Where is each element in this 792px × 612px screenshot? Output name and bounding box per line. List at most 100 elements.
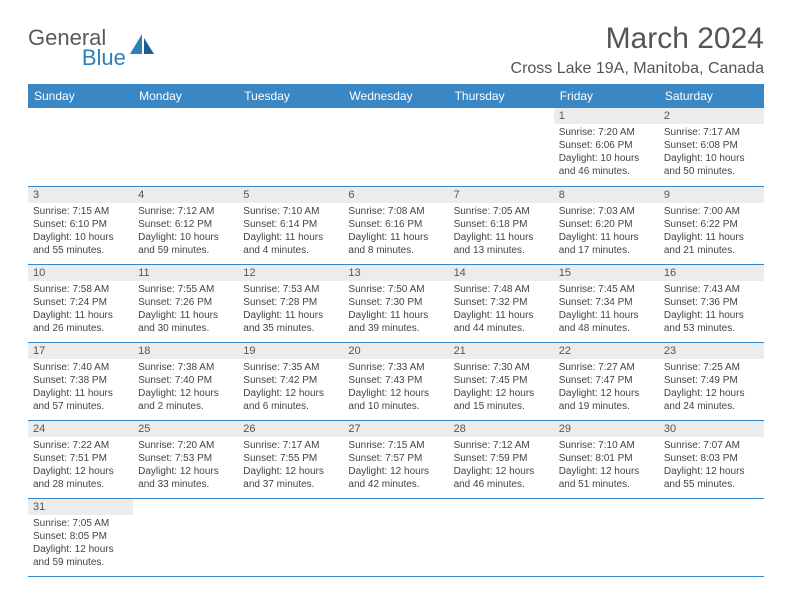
- calendar-day-cell: 14 Sunrise: 7:48 AMSunset: 7:32 PMDayligh…: [449, 264, 554, 342]
- day-details: Sunrise: 7:12 AMSunset: 6:12 PMDaylight:…: [133, 203, 238, 261]
- sunset-line: Sunset: 8:03 PM: [664, 452, 759, 465]
- sunrise-line: Sunrise: 7:05 AM: [33, 517, 128, 530]
- sunrise-line: Sunrise: 7:17 AM: [243, 439, 338, 452]
- page-title: March 2024: [511, 22, 764, 56]
- sunrise-line: Sunrise: 7:45 AM: [559, 283, 654, 296]
- day-number: 28: [449, 421, 554, 437]
- sunset-line: Sunset: 7:51 PM: [33, 452, 128, 465]
- daylight-line: Daylight: 11 hours and 48 minutes.: [559, 309, 654, 335]
- day-details: Sunrise: 7:22 AMSunset: 7:51 PMDaylight:…: [28, 437, 133, 495]
- calendar-day-cell: 5Sunrise: 7:10 AMSunset: 6:14 PMDaylight…: [238, 186, 343, 264]
- sunset-line: Sunset: 7:43 PM: [348, 374, 443, 387]
- calendar-day-cell: 21Sunrise: 7:30 AMSunset: 7:45 PMDayligh…: [449, 342, 554, 420]
- day-number: 23: [659, 343, 764, 359]
- sail-icon: [128, 32, 156, 63]
- sunrise-line: Sunrise: 7:43 AM: [664, 283, 759, 296]
- day-number: 10: [28, 265, 133, 281]
- daylight-line: Daylight: 11 hours and 26 minutes.: [33, 309, 128, 335]
- day-number: 18: [133, 343, 238, 359]
- calendar-empty-cell: [343, 108, 448, 186]
- calendar-empty-cell: [238, 108, 343, 186]
- calendar-empty-cell: [449, 498, 554, 576]
- sunrise-line: Sunrise: 7:48 AM: [454, 283, 549, 296]
- day-details: Sunrise: 7:17 AMSunset: 7:55 PMDaylight:…: [238, 437, 343, 495]
- day-details: Sunrise: 7:27 AMSunset: 7:47 PMDaylight:…: [554, 359, 659, 417]
- weekday-header: Tuesday: [238, 84, 343, 108]
- day-number: 2: [659, 108, 764, 124]
- day-details: Sunrise: 7:12 AMSunset: 7:59 PMDaylight:…: [449, 437, 554, 495]
- day-details: Sunrise: 7:40 AMSunset: 7:38 PMDaylight:…: [28, 359, 133, 417]
- day-details: Sunrise: 7:55 AMSunset: 7:26 PMDaylight:…: [133, 281, 238, 339]
- calendar-day-cell: 23Sunrise: 7:25 AMSunset: 7:49 PMDayligh…: [659, 342, 764, 420]
- location-subtitle: Cross Lake 19A, Manitoba, Canada: [511, 60, 764, 78]
- daylight-line: Daylight: 11 hours and 53 minutes.: [664, 309, 759, 335]
- sunset-line: Sunset: 7:59 PM: [454, 452, 549, 465]
- day-details: Sunrise: 7:00 AMSunset: 6:22 PMDaylight:…: [659, 203, 764, 261]
- title-block: March 2024 Cross Lake 19A, Manitoba, Can…: [511, 22, 764, 78]
- daylight-line: Daylight: 12 hours and 37 minutes.: [243, 465, 338, 491]
- calendar-day-cell: 8Sunrise: 7:03 AMSunset: 6:20 PMDaylight…: [554, 186, 659, 264]
- sunrise-line: Sunrise: 7:38 AM: [138, 361, 233, 374]
- day-details: Sunrise: 7:30 AMSunset: 7:45 PMDaylight:…: [449, 359, 554, 417]
- day-number: 12: [238, 265, 343, 281]
- daylight-line: Daylight: 11 hours and 44 minutes.: [454, 309, 549, 335]
- daylight-line: Daylight: 12 hours and 19 minutes.: [559, 387, 654, 413]
- logo-text: General GeneBlue: [28, 28, 126, 68]
- day-number: 14: [449, 265, 554, 281]
- sunset-line: Sunset: 7:42 PM: [243, 374, 338, 387]
- day-details: Sunrise: 7:03 AMSunset: 6:20 PMDaylight:…: [554, 203, 659, 261]
- day-details: Sunrise: 7:05 AMSunset: 8:05 PMDaylight:…: [28, 515, 133, 573]
- sunrise-line: Sunrise: 7:33 AM: [348, 361, 443, 374]
- sunset-line: Sunset: 6:20 PM: [559, 218, 654, 231]
- calendar-day-cell: 7Sunrise: 7:05 AMSunset: 6:18 PMDaylight…: [449, 186, 554, 264]
- calendar-day-cell: 1Sunrise: 7:20 AMSunset: 6:06 PMDaylight…: [554, 108, 659, 186]
- sunrise-line: Sunrise: 7:55 AM: [138, 283, 233, 296]
- header: General GeneBlue March 2024 Cross Lake 1…: [28, 22, 764, 78]
- sunrise-line: Sunrise: 7:08 AM: [348, 205, 443, 218]
- sunset-line: Sunset: 7:24 PM: [33, 296, 128, 309]
- day-number: 5: [238, 187, 343, 203]
- sunset-line: Sunset: 7:40 PM: [138, 374, 233, 387]
- calendar-day-cell: 16Sunrise: 7:43 AMSunset: 7:36 PMDayligh…: [659, 264, 764, 342]
- day-details: Sunrise: 7:10 AMSunset: 6:14 PMDaylight:…: [238, 203, 343, 261]
- daylight-line: Daylight: 12 hours and 24 minutes.: [664, 387, 759, 413]
- daylight-line: Daylight: 11 hours and 39 minutes.: [348, 309, 443, 335]
- calendar-empty-cell: [238, 498, 343, 576]
- sunrise-line: Sunrise: 7:17 AM: [664, 126, 759, 139]
- daylight-line: Daylight: 12 hours and 2 minutes.: [138, 387, 233, 413]
- calendar-day-cell: 18 Sunrise: 7:38 AMSunset: 7:40 PMDayligh…: [133, 342, 238, 420]
- daylight-line: Daylight: 10 hours and 46 minutes.: [559, 152, 654, 178]
- sunset-line: Sunset: 7:32 PM: [454, 296, 549, 309]
- day-details: Sunrise: 7:53 AMSunset: 7:28 PMDaylight:…: [238, 281, 343, 339]
- calendar-day-cell: 6Sunrise: 7:08 AMSunset: 6:16 PMDaylight…: [343, 186, 448, 264]
- day-number: 26: [238, 421, 343, 437]
- day-number: 9: [659, 187, 764, 203]
- calendar-empty-cell: [28, 108, 133, 186]
- sunrise-line: Sunrise: 7:15 AM: [348, 439, 443, 452]
- sunrise-line: Sunrise: 7:12 AM: [138, 205, 233, 218]
- calendar-day-cell: 20Sunrise: 7:33 AMSunset: 7:43 PMDayligh…: [343, 342, 448, 420]
- day-details: Sunrise: 7:20 AMSunset: 6:06 PMDaylight:…: [554, 124, 659, 182]
- calendar-day-cell: 27Sunrise: 7:15 AMSunset: 7:57 PMDayligh…: [343, 420, 448, 498]
- daylight-line: Daylight: 11 hours and 21 minutes.: [664, 231, 759, 257]
- calendar-day-cell: 11Sunrise: 7:55 AMSunset: 7:26 PMDayligh…: [133, 264, 238, 342]
- day-number: 30: [659, 421, 764, 437]
- day-number: 11: [133, 265, 238, 281]
- sunset-line: Sunset: 7:55 PM: [243, 452, 338, 465]
- calendar-row: 3Sunrise: 7:15 AMSunset: 6:10 PMDaylight…: [28, 186, 764, 264]
- day-details: Sunrise: 7:15 AMSunset: 7:57 PMDaylight:…: [343, 437, 448, 495]
- sunset-line: Sunset: 6:10 PM: [33, 218, 128, 231]
- calendar-day-cell: 25Sunrise: 7:20 AMSunset: 7:53 PMDayligh…: [133, 420, 238, 498]
- calendar-empty-cell: [659, 498, 764, 576]
- sunset-line: Sunset: 7:49 PM: [664, 374, 759, 387]
- day-details: Sunrise: 7:07 AMSunset: 8:03 PMDaylight:…: [659, 437, 764, 495]
- sunrise-line: Sunrise: 7:07 AM: [664, 439, 759, 452]
- daylight-line: Daylight: 12 hours and 46 minutes.: [454, 465, 549, 491]
- day-number: 21: [449, 343, 554, 359]
- day-details: Sunrise: 7:17 AMSunset: 6:08 PMDaylight:…: [659, 124, 764, 182]
- weekday-header: Wednesday: [343, 84, 448, 108]
- day-number: 6: [343, 187, 448, 203]
- daylight-line: Daylight: 11 hours and 4 minutes.: [243, 231, 338, 257]
- sunset-line: Sunset: 7:30 PM: [348, 296, 443, 309]
- daylight-line: Daylight: 11 hours and 35 minutes.: [243, 309, 338, 335]
